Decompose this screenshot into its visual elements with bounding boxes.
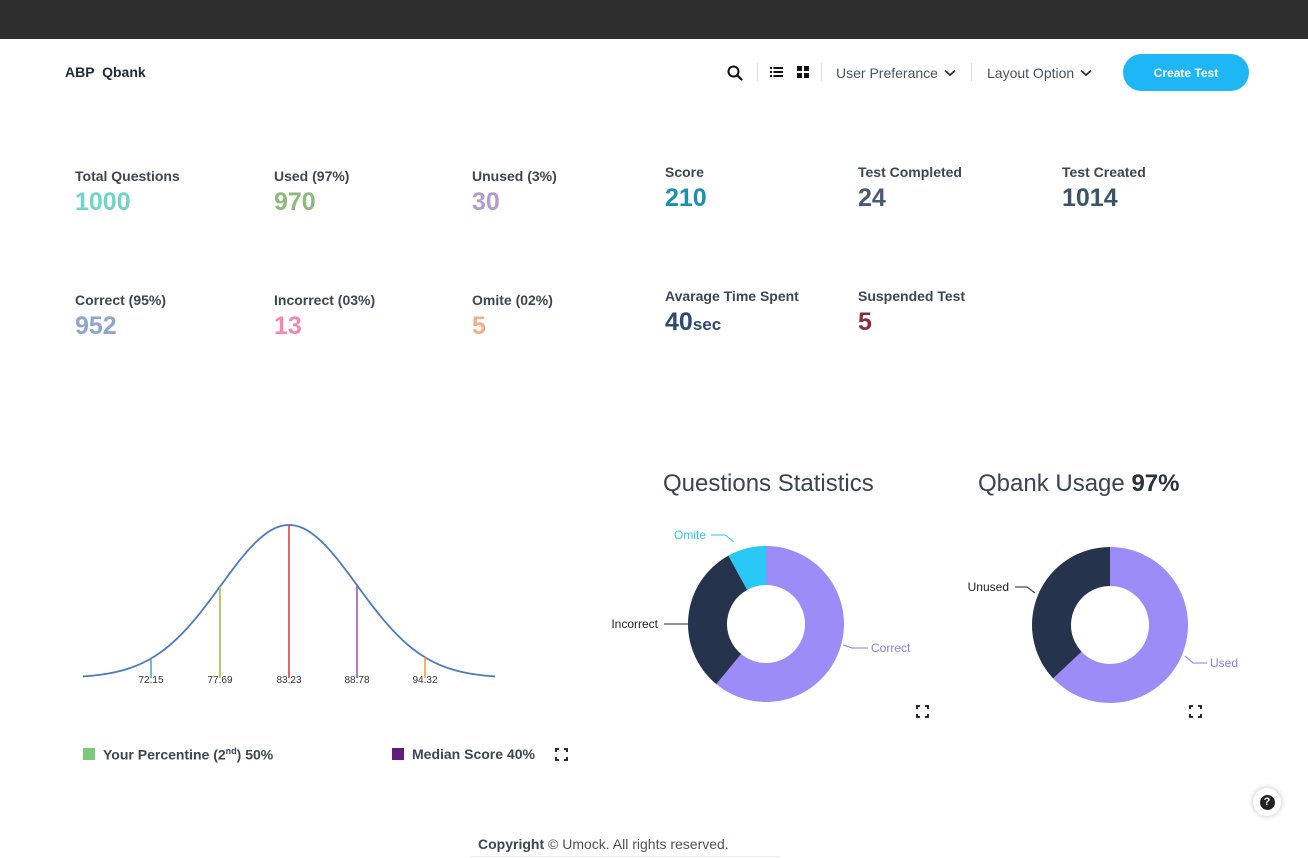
help-button[interactable]: ? <box>1253 788 1281 816</box>
stat-incorrect: Incorrect (03%) 13 <box>274 292 375 341</box>
tick-label: 77.69 <box>207 675 232 686</box>
search-icon <box>727 65 743 81</box>
slice-label: Incorrect <box>611 617 658 631</box>
median-legend: Median Score 40% <box>392 746 535 762</box>
label-leader-line <box>1184 655 1207 664</box>
stat-value: 5 <box>472 312 486 340</box>
stat-value: 30 <box>472 188 500 216</box>
stat-value-number: 40 <box>665 308 693 336</box>
donut-slice-correct <box>716 546 844 702</box>
list-view-button[interactable] <box>768 64 784 80</box>
stat-label: Omite (02%) <box>472 292 553 308</box>
qbank-usage-title-text: Qbank Usage <box>978 470 1125 497</box>
expand-icon[interactable] <box>555 748 568 761</box>
header-divider <box>757 63 758 81</box>
stat-label: Total Questions <box>75 168 180 184</box>
donut-slice-incorrect <box>688 555 748 685</box>
tick-label: 94.32 <box>412 675 437 686</box>
stat-label: Test Completed <box>858 164 962 180</box>
slice-label: Used <box>1210 656 1238 670</box>
score-distribution-chart: 72.15 77.69 83.23 88.78 94.32 <box>82 524 496 686</box>
layout-option-dropdown[interactable]: Layout Option <box>987 63 1092 83</box>
median-swatch <box>392 748 404 760</box>
stat-unused: Unused (3%) 30 <box>472 168 557 217</box>
qbank-usage-title: Qbank Usage 97% <box>978 470 1179 498</box>
stat-value: 210 <box>665 184 707 212</box>
brand-logo[interactable]: ABP Qbank <box>65 64 146 80</box>
tick-label: 72.15 <box>138 675 163 686</box>
stat-average-time: Avarage Time Spent 40sec <box>665 288 799 337</box>
stat-value: 1000 <box>75 188 131 216</box>
stat-test-created: Test Created 1014 <box>1062 164 1146 213</box>
tick-label: 88.78 <box>344 675 369 686</box>
header-divider <box>821 63 822 81</box>
stat-label: Correct (95%) <box>75 292 167 308</box>
stat-label: Unused (3%) <box>472 168 557 184</box>
label-leader-line <box>1015 586 1036 594</box>
list-view-icon <box>769 67 783 77</box>
stat-label: Score <box>665 164 704 180</box>
help-icon: ? <box>1259 794 1275 810</box>
slice-label: Unused <box>968 580 1009 594</box>
questions-statistics-title: Questions Statistics <box>663 470 874 497</box>
expand-icon[interactable] <box>1189 705 1202 718</box>
user-preference-dropdown[interactable]: User Preferance <box>836 63 956 83</box>
qbank-usage-donut: Used Unused <box>968 547 1238 703</box>
donut-slice-omite <box>728 546 766 590</box>
stat-omite: Omite (02%) 5 <box>472 292 553 341</box>
stat-label: Test Created <box>1062 164 1146 180</box>
stat-value: 13 <box>274 312 302 340</box>
user-preference-label: User Preferance <box>836 65 938 81</box>
stat-score: Score 210 <box>665 164 707 213</box>
stat-label: Avarage Time Spent <box>665 288 799 304</box>
expand-icon[interactable] <box>916 705 929 718</box>
stat-label: Used (97%) <box>274 168 350 184</box>
slice-label: Omite <box>674 528 706 542</box>
copyright-bold: Copyright <box>478 836 545 852</box>
header-divider <box>971 63 972 81</box>
label-leader-line <box>711 534 735 543</box>
percentile-swatch <box>83 748 95 761</box>
label-leader-line <box>842 644 868 649</box>
stat-suspended-test: Suspended Test 5 <box>858 288 965 337</box>
stat-value: 24 <box>858 184 886 212</box>
chevron-down-icon <box>944 69 956 77</box>
slice-label: Correct <box>871 641 911 655</box>
questions-statistics-donut: Correct Incorrect Omite <box>611 528 911 702</box>
percentile-legend: Your Percentine (2nd) 50% <box>83 746 273 763</box>
stat-value: 952 <box>75 312 117 340</box>
layout-option-label: Layout Option <box>987 65 1075 81</box>
stat-value: 970 <box>274 188 316 216</box>
footer-divider <box>470 856 780 857</box>
stat-label: Incorrect (03%) <box>274 292 376 308</box>
stat-label: Suspended Test <box>858 288 966 304</box>
grid-view-button[interactable] <box>795 64 811 80</box>
browser-top-bar <box>0 0 1308 39</box>
stat-used: Used (97%) 970 <box>274 168 349 217</box>
qbank-usage-percent: 97% <box>1131 470 1180 497</box>
copyright-text: © Umock. All rights reserved. <box>544 836 729 852</box>
create-test-button[interactable]: Create Test <box>1123 54 1249 91</box>
search-button[interactable] <box>726 64 744 82</box>
percentile-label: Your Percentine (2nd) 50% <box>103 746 274 763</box>
stat-total-questions: Total Questions 1000 <box>75 168 180 217</box>
stat-value: 5 <box>858 308 872 336</box>
donut-slice-unused <box>1032 547 1110 679</box>
stat-value-unit: sec <box>692 315 722 334</box>
footer-copyright: Copyright © Umock. All rights reserved. <box>478 836 729 852</box>
stat-value: 1014 <box>1062 184 1118 212</box>
stat-test-completed: Test Completed 24 <box>858 164 962 213</box>
chevron-down-icon <box>1080 69 1092 77</box>
stat-correct: Correct (95%) 952 <box>75 292 166 341</box>
tick-label: 83.23 <box>276 675 301 686</box>
median-label: Median Score 40% <box>412 746 535 762</box>
grid-view-icon <box>797 66 809 78</box>
stat-value: 40sec <box>665 308 799 337</box>
donut-slice-used <box>1053 547 1188 703</box>
